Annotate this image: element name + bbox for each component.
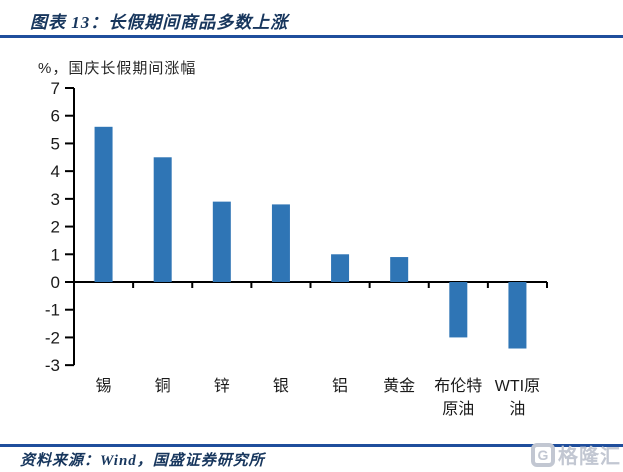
x-category-label: 铜 [155, 377, 171, 395]
bar-布伦特原油 [449, 282, 468, 338]
bar-银 [271, 204, 290, 282]
gelonghui-watermark-label: 格隆汇 [558, 446, 621, 468]
x-category-label: 油 [509, 400, 525, 418]
chart-axis-unit-label: %，国庆长假期间涨幅 [38, 60, 197, 77]
bar-铜 [153, 157, 172, 282]
x-category-label: 银 [273, 377, 289, 395]
x-category-label: 原油 [442, 400, 474, 418]
x-category-label: 锌 [214, 377, 230, 395]
bar-WTI原油 [508, 282, 527, 349]
x-category-label: WTI原 [495, 378, 540, 395]
y-tick-label: 4 [51, 162, 60, 181]
x-category-label: 黄金 [383, 377, 415, 395]
x-category-label: 布伦特 [434, 377, 482, 395]
bar-黄金 [390, 257, 409, 282]
y-tick-label: -1 [45, 301, 60, 320]
bar-锡 [94, 126, 113, 282]
y-tick-label: -2 [45, 328, 60, 347]
bar-锌 [212, 201, 231, 282]
y-tick-label: 5 [51, 134, 60, 153]
gelonghui-watermark: G 格隆汇 [531, 440, 621, 469]
x-category-label: 铝 [332, 377, 348, 395]
figure-title: 图表 13：长假期间商品多数上涨 [30, 13, 289, 32]
bar-铝 [331, 254, 350, 282]
title-divider-line [0, 35, 623, 38]
y-tick-label: 6 [51, 107, 60, 126]
y-tick-label: -3 [45, 356, 60, 375]
gelonghui-logo-icon: G [531, 442, 555, 467]
y-tick-label: 2 [51, 218, 60, 237]
x-category-label: 锡 [96, 377, 112, 395]
y-tick-label: 3 [51, 190, 60, 209]
data-source-note: 资料来源：Wind，国盛证券研究所 [20, 453, 265, 469]
y-tick-label: 1 [51, 245, 60, 264]
y-tick-label: 7 [51, 79, 60, 98]
footer-divider-line [0, 444, 623, 447]
y-tick-label: 0 [51, 273, 60, 292]
